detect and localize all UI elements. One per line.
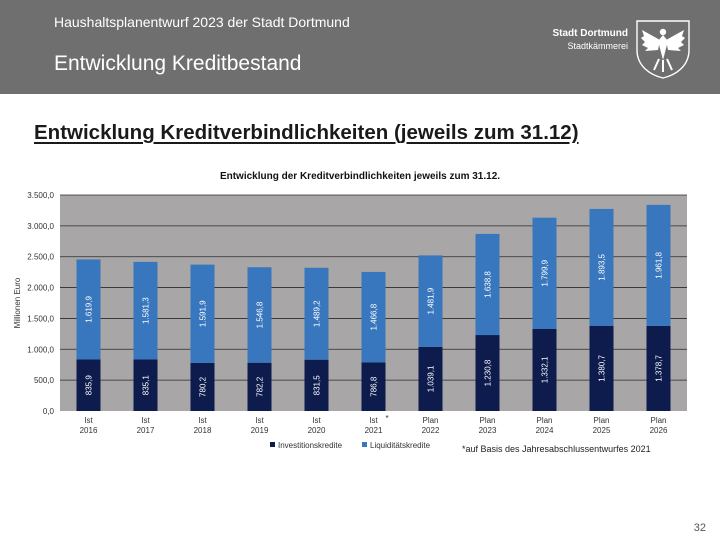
x-tick-label: Ist xyxy=(141,416,150,425)
data-label: 1.591,9 xyxy=(199,300,208,327)
bar-liquiditaetskredite xyxy=(247,267,272,363)
y-tick-label: 3.500,0 xyxy=(27,191,54,200)
data-label: 1.481,9 xyxy=(427,287,436,314)
data-label: 1.332,1 xyxy=(541,356,550,383)
header-supertitle: Haushaltsplanentwurf 2023 der Stadt Dort… xyxy=(54,14,350,30)
bar-liquiditaetskredite xyxy=(646,204,671,326)
bar-liquiditaetskredite xyxy=(190,264,215,363)
data-label: 831,5 xyxy=(313,375,322,396)
logo-line-2: Stadtkämmerei xyxy=(567,41,628,51)
x-tick-label: 2020 xyxy=(308,426,326,435)
data-label: 835,1 xyxy=(142,375,151,396)
y-tick-label: 2.000,0 xyxy=(27,284,54,293)
legend-label: Liquiditätskredite xyxy=(370,441,431,450)
eagle-crest-icon xyxy=(636,20,690,79)
legend-swatch xyxy=(270,442,275,447)
y-axis-label: Millionen Euro xyxy=(13,277,22,328)
bar-investitionskredite xyxy=(532,328,557,411)
data-label: 1.378,7 xyxy=(655,355,664,382)
x-tick-label: Plan xyxy=(536,416,552,425)
x-tick-label: 2022 xyxy=(422,426,440,435)
bar-liquiditaetskredite xyxy=(589,208,614,326)
data-label: 1.638,8 xyxy=(484,271,493,298)
bar-liquiditaetskredite xyxy=(304,267,329,360)
x-tick-footnote-mark: * xyxy=(386,414,389,423)
x-tick-label: Ist xyxy=(369,416,378,425)
bar-investitionskredite xyxy=(418,346,443,411)
y-tick-label: 1.500,0 xyxy=(27,314,54,323)
bar-investitionskredite xyxy=(589,325,614,411)
x-tick-label: 2021 xyxy=(365,426,383,435)
logo-line-1: Stadt Dortmund xyxy=(552,28,628,39)
legend-swatch xyxy=(362,442,367,447)
x-tick-label: 2016 xyxy=(80,426,98,435)
y-tick-label: 0,0 xyxy=(43,407,55,416)
logo-text: Stadt Dortmund Stadtkämmerei xyxy=(552,28,628,52)
x-tick-label: Plan xyxy=(650,416,666,425)
y-tick-label: 1.000,0 xyxy=(27,345,54,354)
bar-liquiditaetskredite xyxy=(532,217,557,329)
bar-investitionskredite xyxy=(76,359,101,411)
x-tick-label: Ist xyxy=(312,416,321,425)
data-label: 1.230,8 xyxy=(484,359,493,386)
bar-liquiditaetskredite xyxy=(133,261,158,360)
bar-investitionskredite xyxy=(247,362,272,411)
slide-heading: Entwicklung Kreditverbindlichkeiten (jew… xyxy=(34,121,579,144)
chart-title: Entwicklung der Kreditverbindlichkeiten … xyxy=(219,171,501,182)
data-label: 1.581,3 xyxy=(142,297,151,324)
header-title: Entwicklung Kreditbestand xyxy=(54,52,302,75)
y-tick-label: 500,0 xyxy=(34,376,55,385)
x-tick-label: 2026 xyxy=(650,426,668,435)
x-tick-label: 2019 xyxy=(251,426,269,435)
x-tick-label: Plan xyxy=(593,416,609,425)
x-tick-label: 2017 xyxy=(137,426,155,435)
y-tick-label: 2.500,0 xyxy=(27,253,54,262)
data-label: 1.466,8 xyxy=(370,303,379,330)
x-tick-label: 2023 xyxy=(479,426,497,435)
x-tick-label: Plan xyxy=(479,416,495,425)
x-tick-label: Ist xyxy=(84,416,93,425)
data-label: 1.380,7 xyxy=(598,355,607,382)
bar-liquiditaetskredite xyxy=(361,271,386,363)
data-label: 1.489,2 xyxy=(313,300,322,327)
bar-investitionskredite xyxy=(646,325,671,411)
data-label: 1.546,8 xyxy=(256,301,265,328)
data-label: 1.619,9 xyxy=(85,296,94,323)
data-label: 782,2 xyxy=(256,376,265,397)
slide-header: Haushaltsplanentwurf 2023 der Stadt Dort… xyxy=(0,0,720,94)
x-tick-label: 2018 xyxy=(194,426,212,435)
data-label: 1.961,8 xyxy=(655,251,664,278)
data-label: 1.893,5 xyxy=(598,253,607,280)
bar-investitionskredite xyxy=(133,359,158,411)
y-tick-label: 3.000,0 xyxy=(27,222,54,231)
x-tick-label: Ist xyxy=(255,416,264,425)
data-label: 1.799,9 xyxy=(541,259,550,286)
footnote: *auf Basis des Jahresabschlussentwurfes … xyxy=(462,444,651,454)
bar-liquiditaetskredite xyxy=(76,259,101,360)
data-label: 1.039,1 xyxy=(427,365,436,392)
data-label: 835,9 xyxy=(85,375,94,396)
page-number: 32 xyxy=(693,522,706,534)
data-label: 780,2 xyxy=(199,376,208,397)
bar-liquiditaetskredite xyxy=(418,255,443,347)
data-label: 786,8 xyxy=(370,376,379,397)
x-tick-label: 2024 xyxy=(536,426,554,435)
legend-label: Investitionskredite xyxy=(278,441,343,450)
bar-investitionskredite xyxy=(361,362,386,411)
x-tick-label: Ist xyxy=(198,416,207,425)
bar-liquiditaetskredite xyxy=(475,233,500,336)
x-tick-label: Plan xyxy=(422,416,438,425)
bar-investitionskredite xyxy=(304,359,329,411)
bar-investitionskredite xyxy=(475,335,500,411)
bar-investitionskredite xyxy=(190,362,215,411)
x-tick-label: 2025 xyxy=(593,426,611,435)
